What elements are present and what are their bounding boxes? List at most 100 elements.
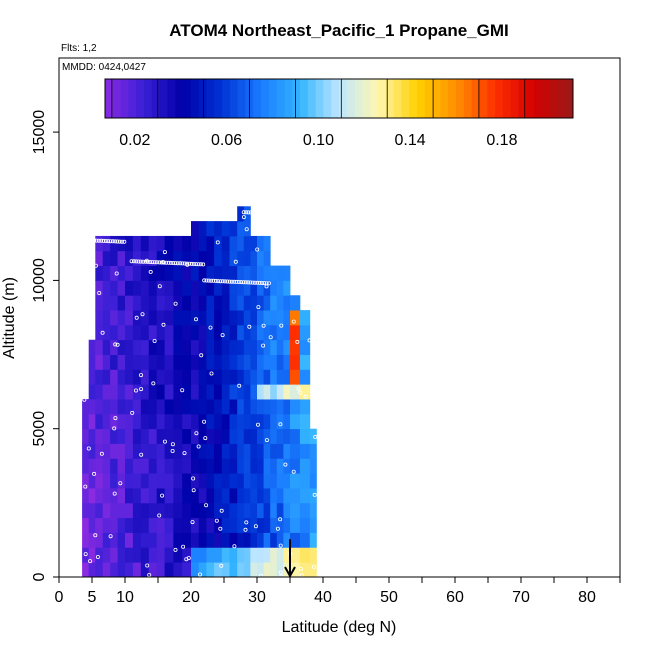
colorbar-segment [549, 79, 558, 118]
heatmap-cell [102, 280, 111, 296]
heatmap-cell [250, 488, 258, 504]
heatmap-cell [206, 369, 215, 385]
heatmap-cell [132, 324, 142, 341]
heatmap-cell [221, 443, 230, 459]
heatmap-cell [191, 250, 200, 266]
heatmap-cell [82, 458, 90, 474]
observation-point [291, 319, 296, 324]
heatmap-cell [270, 428, 278, 444]
observation-point [262, 281, 267, 286]
heatmap-cell [257, 250, 264, 266]
heatmap-cell [221, 399, 230, 415]
heatmap-cell [270, 354, 278, 370]
x-tick-label: 50 [380, 589, 398, 606]
observation-point [307, 338, 312, 343]
heatmap-cell [229, 428, 238, 444]
heatmap-cell [156, 295, 165, 311]
heatmap-cell [156, 413, 165, 430]
heatmap-cell [132, 458, 142, 474]
heatmap-cell [214, 562, 223, 577]
heatmap-cell [117, 532, 126, 548]
heatmap-cell [206, 562, 215, 577]
heatmap-cell [198, 354, 207, 370]
heatmap-cell [198, 369, 207, 385]
colorbar-segment [378, 79, 387, 118]
colorbar-segment [183, 79, 192, 118]
observation-point [159, 260, 164, 265]
observation-point [220, 333, 225, 338]
heatmap-cell [237, 235, 245, 252]
heatmap-cell [140, 235, 150, 252]
heatmap-cell [243, 265, 251, 281]
heatmap-cell [110, 280, 118, 296]
heatmap-cell [229, 562, 238, 577]
heatmap-cell [229, 502, 238, 519]
heatmap-cell [243, 562, 251, 577]
observation-point [298, 390, 303, 395]
heatmap-cell [173, 250, 183, 266]
heatmap-cell [237, 339, 245, 355]
heatmap-cell [206, 310, 215, 326]
location-marker [284, 539, 296, 579]
heatmap-cell [270, 443, 278, 459]
observation-point [173, 261, 178, 266]
heatmap-cell [276, 517, 284, 533]
heatmap-cell [229, 473, 238, 489]
heatmap-cell [221, 265, 230, 281]
heatmap-cell [117, 399, 126, 415]
heatmap-cell [110, 488, 118, 504]
heatmap-cell [198, 473, 207, 489]
heatmap-cell [243, 354, 251, 370]
heatmap-cell [270, 339, 278, 355]
heatmap-cell [102, 428, 111, 444]
heatmap-cell [132, 532, 142, 548]
observation-point [161, 260, 166, 265]
heatmap-cell [257, 339, 264, 355]
observation-point [110, 239, 115, 244]
heatmap-cell [283, 324, 291, 341]
heatmap-cell [214, 458, 223, 474]
heatmap-cells [82, 206, 317, 577]
heatmap-cell [95, 532, 104, 548]
heatmap-cell [164, 399, 174, 415]
heatmap-cell [283, 265, 291, 281]
heatmap-cell [148, 354, 158, 370]
observation-point [303, 394, 308, 399]
heatmap-cell [263, 547, 271, 563]
heatmap-cell [257, 369, 264, 385]
heatmap-cell [290, 502, 301, 519]
observation-point [232, 544, 237, 549]
heatmap-cell [132, 413, 142, 430]
heatmap-cell [283, 339, 291, 355]
heatmap-cell [173, 280, 183, 296]
heatmap-cell [263, 265, 271, 281]
heatmap-cell [290, 488, 301, 504]
heatmap-cell [110, 547, 118, 563]
heatmap-cell [102, 562, 111, 577]
heatmap-cell [173, 354, 183, 370]
heatmap-cell [191, 488, 200, 504]
heatmap-cell [299, 488, 311, 504]
heatmap-cell [95, 473, 104, 489]
heatmap-cell [173, 384, 183, 400]
colorbar-segment [206, 79, 215, 118]
heatmap-cell [243, 502, 251, 519]
observation-point [193, 317, 198, 322]
heatmap-cell [309, 532, 317, 548]
colorbar-segment [385, 79, 394, 118]
heatmap-cell [102, 473, 111, 489]
heatmap-cell [82, 473, 90, 489]
observation-point [266, 281, 271, 286]
heatmap-cell [229, 339, 238, 355]
observation-point [164, 260, 169, 265]
heatmap-cell [125, 517, 134, 533]
observation-point [157, 284, 162, 289]
heatmap-cell [198, 265, 207, 281]
heatmap-cell [132, 488, 142, 504]
colorbar-segment [409, 79, 418, 118]
heatmap-cell [221, 295, 230, 311]
heatmap-cell [182, 295, 192, 311]
heatmap-cell [263, 310, 271, 326]
heatmap-cell [117, 339, 126, 355]
colorbar-segment [261, 79, 270, 118]
